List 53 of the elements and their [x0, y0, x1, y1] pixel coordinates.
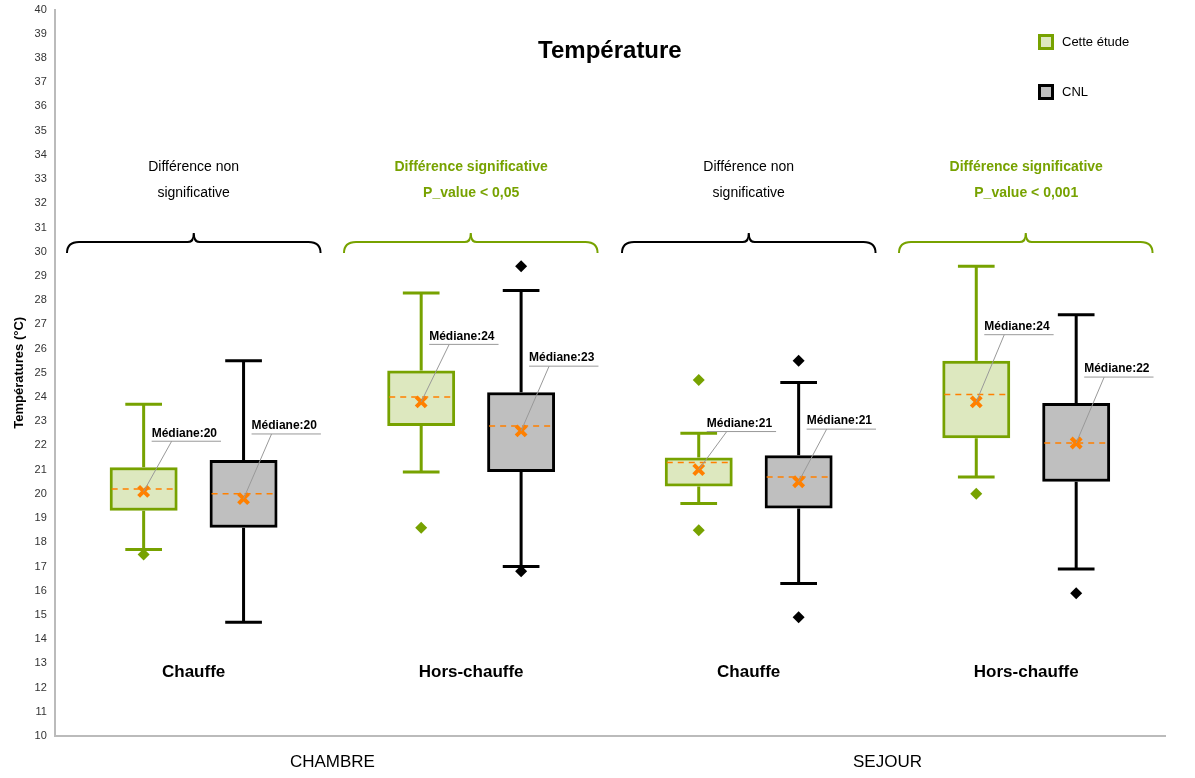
y-tick-label: 32 — [34, 196, 47, 209]
text: CHAMBRE — [289, 751, 375, 771]
annotation: Différence non significative — [703, 158, 795, 201]
text: Médiane:21 — [806, 413, 873, 428]
annotation: Différence significative P_value < 0,001 — [949, 158, 1104, 201]
y-tick-label: 11 — [35, 704, 47, 717]
y-tick-label: 19 — [34, 511, 47, 524]
y-tick-label: 28 — [34, 293, 47, 306]
text: Médiane:23 — [529, 350, 595, 365]
annotation: Différence non significative — [148, 158, 240, 201]
y-tick-label: 22 — [34, 438, 47, 451]
y-tick-label: 12 — [34, 680, 47, 693]
y-tick-label: 20 — [34, 486, 47, 499]
y-tick-label: 24 — [34, 390, 47, 403]
y-tick-label: 13 — [34, 656, 47, 669]
y-tick-label: 21 — [34, 462, 47, 475]
x-tick-label: Chauffe — [161, 661, 226, 681]
y-tick-label: 33 — [34, 172, 47, 185]
text: Médiane:21 — [706, 415, 773, 430]
y-tick-label: 40 — [34, 2, 47, 15]
text: Médiane:24 — [429, 328, 495, 343]
y-tick-label: 38 — [34, 51, 47, 64]
y-tick-label: 14 — [34, 632, 47, 645]
y-tick-label: 15 — [34, 607, 47, 620]
y-tick-label: 29 — [34, 268, 47, 281]
y-tick-label: 27 — [34, 317, 47, 330]
y-tick-label: 30 — [34, 244, 47, 257]
legend-label: Cette étude — [1062, 34, 1130, 50]
y-tick-label: 25 — [34, 365, 47, 378]
y-tick-label: 35 — [34, 123, 47, 136]
text: Médiane:20 — [251, 418, 317, 433]
y-tick-label: 26 — [34, 341, 47, 354]
y-tick-label: 17 — [34, 559, 47, 572]
text: Médiane:20 — [151, 425, 218, 440]
text: Médiane:22 — [1084, 361, 1150, 376]
x-tick-label: Chauffe — [717, 661, 781, 681]
y-tick-label: 39 — [34, 26, 47, 39]
y-tick-label: 18 — [34, 535, 47, 548]
y-tick-label: 37 — [34, 75, 47, 88]
y-tick-label: 36 — [34, 99, 47, 112]
text: SEJOUR — [852, 751, 922, 771]
text: Température — [538, 36, 682, 64]
text: Médiane:24 — [984, 319, 1050, 334]
y-tick-label: 34 — [34, 147, 47, 160]
annotation: Différence significative P_value < 0,05 — [394, 158, 548, 201]
x-tick-label: Hors-chauffe — [418, 661, 524, 681]
y-tick-label: 10 — [34, 729, 47, 742]
y-axis-title: Températures (°C) — [11, 316, 27, 429]
legend-label: CNL — [1062, 84, 1089, 100]
x-tick-label: Hors-chauffe — [973, 661, 1079, 681]
y-tick-label: 23 — [34, 414, 47, 427]
y-tick-label: 16 — [34, 583, 47, 596]
y-tick-label: 31 — [34, 220, 47, 233]
